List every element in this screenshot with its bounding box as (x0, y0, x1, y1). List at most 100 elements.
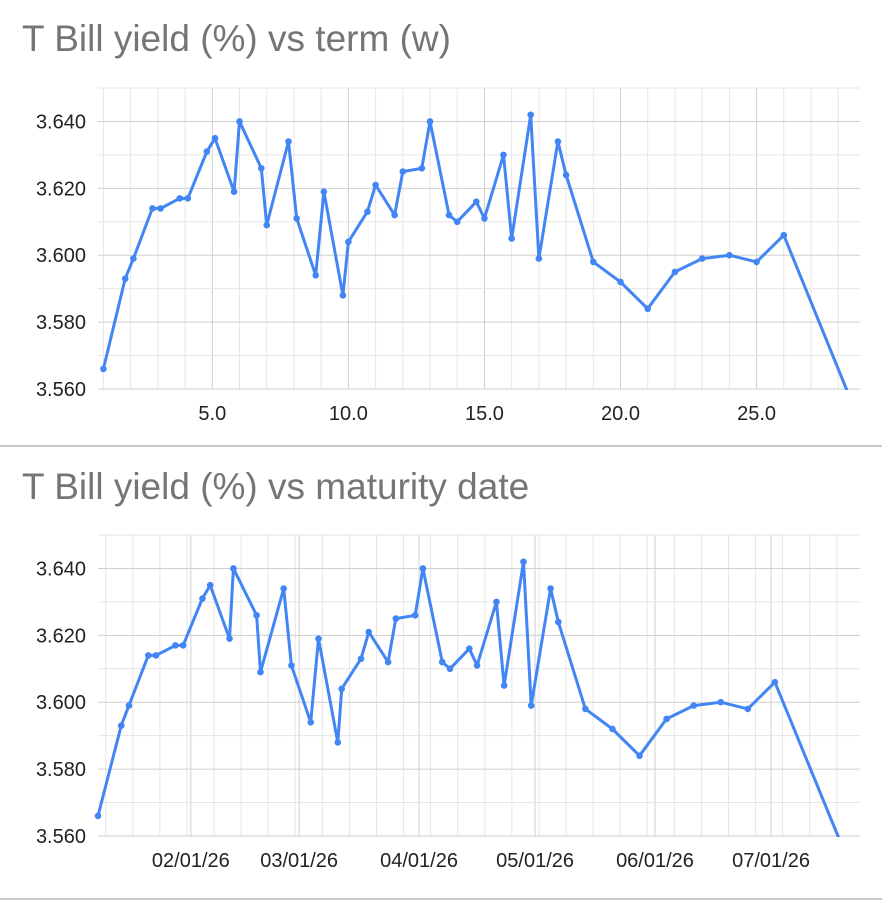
data-point (338, 685, 345, 693)
y-tick-label: 3.600 (36, 245, 86, 267)
data-point (263, 221, 271, 229)
data-point (481, 215, 488, 222)
series-group (94, 558, 840, 837)
data-point (152, 652, 160, 659)
data-point (446, 665, 454, 673)
data-point (527, 702, 535, 709)
panel-divider (0, 445, 882, 447)
x-tick-label: 06/01/26 (616, 850, 694, 872)
data-point (419, 565, 427, 572)
data-point (236, 118, 243, 125)
x-tick-label: 03/01/26 (260, 850, 338, 872)
y-tick-label: 3.580 (36, 312, 86, 334)
data-point (535, 255, 543, 262)
panel-divider (0, 898, 882, 900)
data-point (94, 812, 102, 820)
grid (98, 87, 860, 390)
series-group (100, 111, 853, 399)
chart-panel-term: T Bill yield (%) vs term (w) 3.560 3.580 3… (0, 0, 882, 446)
data-point (846, 392, 853, 399)
data-point (508, 235, 515, 242)
data-point (493, 598, 500, 606)
data-point (438, 658, 446, 666)
data-point (320, 188, 328, 195)
data-point (726, 251, 733, 259)
data-point (312, 271, 320, 279)
data-point (466, 645, 473, 653)
data-point (144, 652, 152, 659)
data-point (130, 255, 137, 262)
data-point (364, 208, 371, 216)
y-tick-label: 3.640 (36, 111, 86, 133)
data-point (418, 164, 426, 172)
data-point (399, 168, 407, 175)
data-point (663, 715, 670, 723)
data-point (590, 258, 597, 266)
data-point (149, 205, 156, 212)
data-point (117, 722, 125, 729)
data-point (257, 668, 264, 676)
data-point (179, 642, 187, 649)
data-point (339, 292, 347, 299)
x-tick-label: 20.0 (601, 403, 640, 425)
data-point (357, 655, 365, 663)
chart-maturity-plot: 3.560 3.580 3.600 3.620 3.640 02/01/26 03/01/2… (36, 534, 860, 872)
data-point (753, 258, 760, 266)
data-point (690, 702, 697, 709)
data-point (547, 585, 554, 592)
data-point (500, 682, 508, 689)
chart-title: T Bill yield (%) vs maturity date (22, 466, 530, 507)
grid (98, 534, 860, 837)
y-tick-label: 3.620 (36, 625, 86, 647)
data-point (230, 188, 238, 195)
y-tick-label: 3.580 (36, 759, 86, 781)
data-point (365, 628, 373, 636)
data-point (100, 365, 107, 373)
data-point (391, 211, 398, 219)
chart-title: T Bill yield (%) vs term (w) (22, 18, 451, 59)
data-point (257, 164, 265, 172)
data-point (345, 238, 352, 246)
data-point (500, 151, 507, 159)
data-point (411, 611, 419, 619)
data-point (609, 725, 616, 733)
data-point (472, 198, 480, 206)
data-point (288, 662, 295, 669)
data-point (121, 275, 129, 282)
x-tick-label: 05/01/26 (496, 850, 574, 872)
x-tick-label: 10.0 (329, 403, 368, 425)
data-point (199, 595, 206, 602)
x-tick-label: 07/01/26 (732, 850, 810, 872)
data-point (617, 278, 624, 286)
x-tick-label: 5.0 (198, 403, 226, 425)
data-point (253, 611, 260, 619)
x-tick-label: 02/01/26 (152, 850, 230, 872)
x-tick-label: 04/01/26 (380, 850, 458, 872)
data-point (636, 752, 643, 760)
data-point (230, 565, 237, 572)
data-point (315, 635, 322, 642)
data-point (554, 618, 562, 626)
data-point (372, 181, 379, 189)
data-point (453, 218, 461, 226)
data-point (644, 305, 652, 313)
y-tick-label: 3.640 (36, 558, 86, 580)
data-point (384, 658, 392, 666)
data-point (184, 195, 192, 202)
data-point (473, 662, 481, 669)
x-tick-label: 25.0 (737, 403, 776, 425)
data-point (698, 255, 706, 262)
data-point (771, 678, 779, 686)
data-point (172, 642, 179, 649)
data-point (226, 635, 233, 642)
data-point (211, 134, 219, 142)
data-point (671, 268, 679, 276)
data-point (203, 148, 211, 155)
data-point (780, 231, 788, 239)
y-tick-label: 3.560 (36, 379, 86, 401)
data-point (307, 718, 315, 726)
data-point (334, 739, 342, 746)
data-point (527, 111, 535, 119)
data-point (392, 615, 400, 622)
x-tick-label: 15.0 (465, 403, 504, 425)
